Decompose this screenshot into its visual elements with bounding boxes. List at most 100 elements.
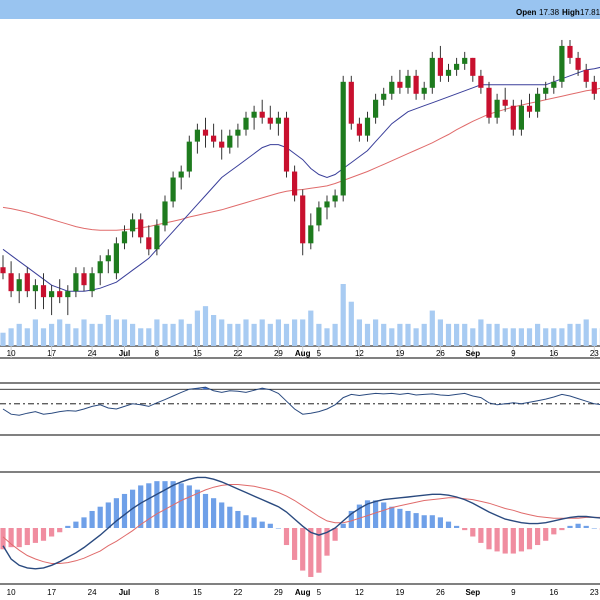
candle-body — [332, 195, 338, 202]
macd-hist-bar — [73, 521, 79, 528]
volume-bar — [405, 323, 411, 346]
candle-body — [405, 75, 411, 88]
candle-body — [178, 171, 184, 178]
candle-body — [567, 45, 573, 58]
candlestick — [211, 123, 217, 148]
macd-hist-bar — [227, 506, 233, 528]
candlestick — [559, 39, 565, 88]
volume-bar — [381, 323, 387, 346]
candle-body — [308, 225, 314, 244]
volume-bar — [373, 319, 379, 346]
candle-body — [324, 201, 330, 208]
candle-body — [49, 291, 55, 298]
macd-x-tick-label: 12 — [355, 588, 364, 597]
volume-bar — [154, 319, 160, 346]
candlestick — [324, 195, 330, 220]
volume-bar — [283, 323, 290, 346]
macd-hist-bar — [202, 493, 209, 528]
macd-hist-bar — [105, 502, 111, 528]
volume-bar — [170, 323, 176, 346]
candlestick — [138, 213, 144, 244]
candle-body — [445, 69, 452, 76]
x-tick-label: Aug — [295, 349, 311, 358]
macd-hist-bar — [429, 515, 435, 528]
volume-bar — [454, 323, 460, 346]
oscillator-line — [0, 386, 600, 416]
candlestick — [105, 249, 111, 274]
volume-bar — [356, 319, 362, 346]
candle-body — [227, 135, 233, 148]
macd-hist-bar — [138, 485, 144, 528]
header-bar — [0, 0, 600, 19]
macd-hist-bar — [356, 504, 362, 528]
candle-body — [591, 81, 597, 94]
macd-x-tick-label: 8 — [155, 588, 160, 597]
macd-hist-bar — [478, 528, 484, 543]
macd-hist-bar — [494, 528, 500, 552]
macd-x-tick-label: Aug — [295, 588, 311, 597]
volume-bar — [267, 323, 273, 346]
macd-x-tick-label: 10 — [7, 588, 16, 597]
candle-body — [543, 87, 549, 94]
macd-hist-bar — [591, 528, 597, 529]
macd-x-tick-label: 26 — [436, 588, 445, 597]
macd-hist-bar — [251, 517, 257, 528]
macd-x-tick-label: 19 — [395, 588, 404, 597]
candlestick — [591, 75, 597, 100]
candle-body — [348, 81, 354, 124]
volume-bar — [8, 328, 14, 346]
candle-body — [73, 273, 79, 292]
macd-hist-bar — [462, 528, 468, 531]
candlestick — [332, 189, 338, 208]
candle-body — [16, 279, 22, 292]
candle-body — [162, 201, 168, 226]
macd-hist-bar — [445, 521, 452, 528]
macd-x-tick-label: 22 — [233, 588, 242, 597]
volume-bar — [486, 323, 492, 346]
candle-body — [113, 243, 119, 274]
macd-x-tick-label: Sep — [465, 588, 480, 597]
candlestick — [130, 213, 136, 238]
candle-body — [389, 81, 395, 94]
candle-body — [283, 117, 290, 172]
candlestick — [194, 123, 200, 154]
candle-body — [535, 93, 541, 112]
macd-hist-bar — [364, 500, 371, 528]
macd-hist-bar — [316, 528, 322, 573]
volume-bar — [89, 323, 95, 346]
candle-body — [300, 195, 306, 244]
candlestick — [316, 201, 322, 232]
volume-bar — [81, 319, 87, 346]
candle-body — [373, 99, 379, 118]
macd-hist-bar — [121, 493, 128, 528]
candle-body — [202, 129, 209, 136]
candle-body — [235, 129, 241, 136]
macd-hist-bar — [332, 528, 338, 541]
volume-bars — [0, 284, 600, 346]
volume-bar — [445, 323, 452, 346]
volume-bar — [211, 315, 217, 346]
candlestick — [381, 87, 387, 106]
open-label: Open — [516, 8, 537, 17]
candle-body — [186, 141, 192, 172]
candle-body — [421, 87, 427, 94]
macd-hist-bar — [470, 528, 476, 537]
volume-bar — [502, 328, 508, 346]
candlestick — [24, 267, 30, 298]
volume-bar — [413, 328, 419, 346]
candle-body — [211, 135, 217, 142]
volume-bar — [494, 323, 500, 346]
candlestick — [170, 171, 176, 208]
volume-bar — [275, 319, 281, 346]
volume-bar — [478, 319, 484, 346]
volume-bar — [65, 323, 71, 346]
macd-hist-bar — [267, 523, 273, 528]
x-tick-label: 8 — [155, 349, 160, 358]
macd-hist-bar — [235, 510, 241, 528]
candlestick — [275, 111, 281, 136]
candle-body — [81, 273, 87, 286]
candlestick — [57, 279, 63, 304]
high-label: High — [562, 8, 580, 17]
volume-bar — [235, 323, 241, 346]
macd-hist-bar — [292, 528, 298, 560]
